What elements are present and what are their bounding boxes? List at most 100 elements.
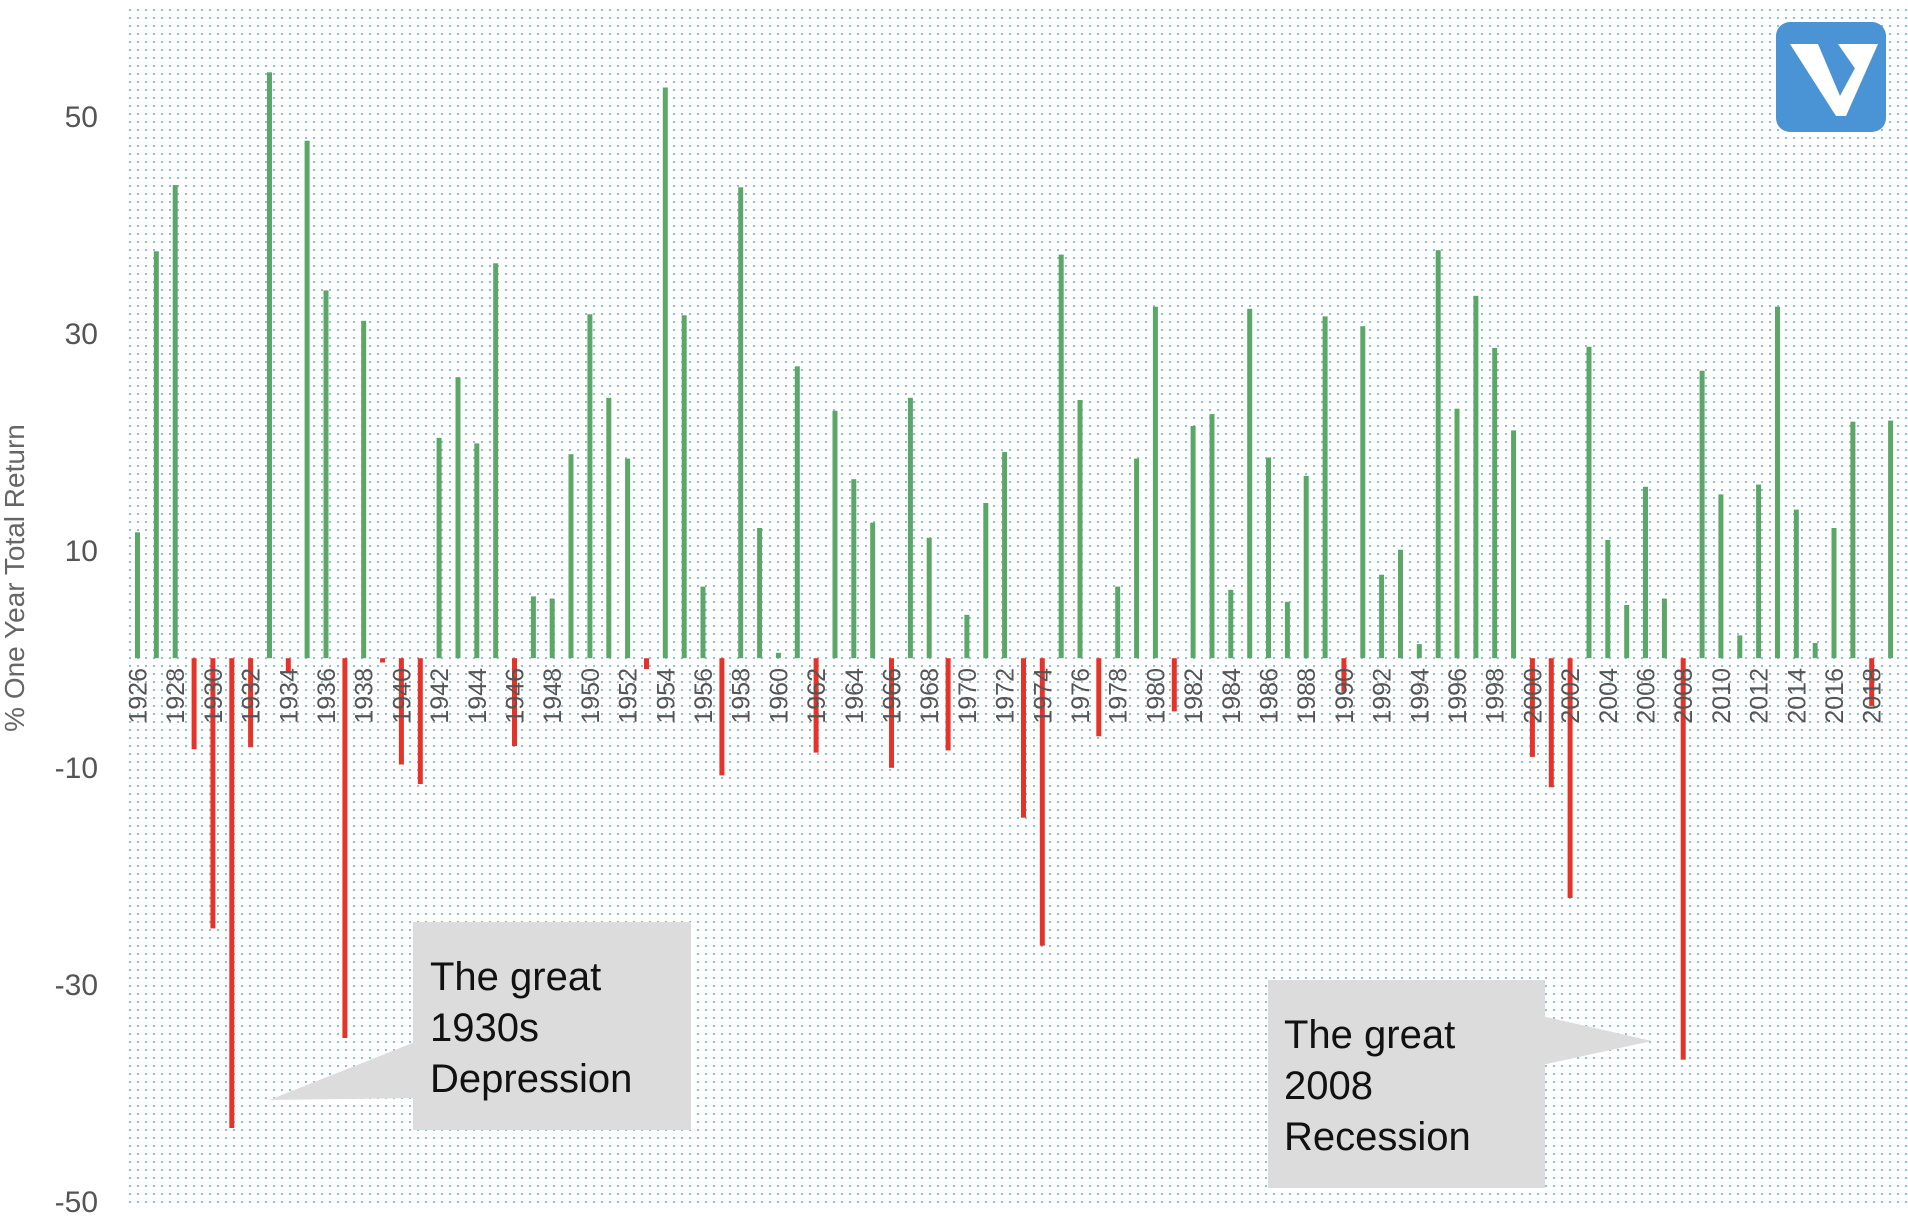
bar-1937 xyxy=(342,658,348,1038)
x-tick-label: 1956 xyxy=(690,668,718,724)
bar-1947 xyxy=(530,596,536,659)
x-tick-label: 1986 xyxy=(1256,668,1284,724)
x-tick-label: 1944 xyxy=(464,668,492,724)
bar-2002 xyxy=(1567,658,1573,898)
x-tick-label: 1978 xyxy=(1105,668,1133,724)
bar-2012 xyxy=(1756,484,1762,659)
bar-1963 xyxy=(832,410,838,659)
bar-1968 xyxy=(926,537,932,659)
bar-1966 xyxy=(889,658,894,768)
bar-2000 xyxy=(1529,658,1535,757)
bar-1969 xyxy=(945,658,951,751)
bar-1951 xyxy=(606,397,612,659)
bar-1988 xyxy=(1303,475,1309,659)
x-tick-label: 2010 xyxy=(1708,668,1736,724)
bar-2006 xyxy=(1643,486,1648,659)
bar-1990 xyxy=(1341,658,1347,692)
bar-2013 xyxy=(1775,306,1780,659)
bar-1942 xyxy=(436,437,442,659)
bar-1929 xyxy=(191,658,197,750)
bar-1932 xyxy=(248,658,254,748)
bar-2001 xyxy=(1548,658,1554,788)
bar-1972 xyxy=(1002,452,1008,659)
y-axis-ticks: 50 30 10 -10 -30 -50 xyxy=(55,101,98,1219)
x-tick-label: 1928 xyxy=(162,668,190,724)
bar-1992 xyxy=(1379,574,1385,659)
bar-2018 xyxy=(1869,658,1875,706)
bar-1999 xyxy=(1511,430,1517,659)
annotation-box xyxy=(413,922,691,1130)
bar-1981 xyxy=(1171,658,1177,712)
bar-2016 xyxy=(1831,528,1837,659)
bar-2014 xyxy=(1793,509,1799,659)
bar-1936 xyxy=(323,290,329,659)
bar-1974 xyxy=(1039,658,1045,946)
bar-1993 xyxy=(1398,549,1403,659)
bar-1995 xyxy=(1435,250,1441,659)
bar-2009 xyxy=(1699,370,1705,659)
x-tick-label: 1964 xyxy=(841,668,869,724)
annotation-text-line: The great xyxy=(430,955,601,999)
bar-2019 xyxy=(1888,420,1894,659)
bar-1973 xyxy=(1021,658,1026,818)
bars-group xyxy=(135,72,1894,1128)
annotation-pointer xyxy=(1542,1016,1652,1065)
x-tick-label: 1996 xyxy=(1444,668,1472,724)
bar-1983 xyxy=(1209,414,1215,659)
x-axis-tick-labels: 1926 1928 1930 1932 1934 1936 1938 1940 1942 1944… xyxy=(125,668,1887,724)
x-tick-label: 2012 xyxy=(1746,668,1774,724)
x-tick-label: 1994 xyxy=(1406,668,1434,724)
x-tick-label: 1972 xyxy=(992,668,1020,724)
annotation-1930s-depression: The great 1930s Depression xyxy=(269,922,691,1130)
x-tick-label: 2006 xyxy=(1633,668,1661,724)
bar-1957 xyxy=(719,658,725,776)
bar-1994 xyxy=(1416,644,1422,659)
bar-1970 xyxy=(964,614,970,659)
annotation-box xyxy=(1268,980,1545,1188)
bar-1978 xyxy=(1115,586,1121,659)
bar-1996 xyxy=(1454,408,1460,659)
bar-1946 xyxy=(512,658,517,747)
bar-1976 xyxy=(1077,400,1083,659)
x-tick-label: 2004 xyxy=(1595,668,1623,724)
bar-2005 xyxy=(1624,605,1630,659)
bar-1980 xyxy=(1152,306,1158,659)
bar-1934 xyxy=(285,658,291,674)
bar-1982 xyxy=(1190,426,1196,659)
annotation-text-line: Recession xyxy=(1284,1115,1471,1159)
bar-1991 xyxy=(1360,326,1366,659)
bar-1941 xyxy=(417,658,423,785)
bar-2007 xyxy=(1661,598,1667,659)
bar-1928 xyxy=(172,185,178,659)
bar-1950 xyxy=(587,314,593,659)
x-tick-label: 1932 xyxy=(238,668,266,724)
bar-2015 xyxy=(1812,643,1818,659)
bar-1952 xyxy=(625,458,631,659)
x-tick-label: 2018 xyxy=(1859,668,1887,724)
y-tick-label: -10 xyxy=(55,752,98,785)
bar-1955 xyxy=(681,315,687,659)
bar-1931 xyxy=(229,658,235,1128)
bar-2003 xyxy=(1586,346,1592,659)
bar-1985 xyxy=(1247,308,1253,659)
annotation-text-line: The great xyxy=(1284,1013,1455,1057)
bar-1926 xyxy=(135,532,140,659)
bar-1930 xyxy=(210,658,216,929)
bar-1940 xyxy=(398,658,404,765)
x-tick-label: 1990 xyxy=(1331,668,1359,724)
x-tick-label: 2002 xyxy=(1557,668,1585,724)
plot-background xyxy=(128,8,1908,1208)
x-tick-label: 2016 xyxy=(1821,668,1849,724)
bar-1979 xyxy=(1134,458,1140,659)
bar-1960 xyxy=(775,652,781,659)
x-tick-label: 1930 xyxy=(200,668,228,724)
bar-1935 xyxy=(304,140,310,659)
bar-1938 xyxy=(361,320,367,659)
bar-1959 xyxy=(757,528,763,659)
bar-2017 xyxy=(1850,421,1856,659)
bar-2011 xyxy=(1737,635,1743,659)
x-tick-label: 1988 xyxy=(1293,668,1321,724)
x-tick-label: 1952 xyxy=(615,668,643,724)
bar-1945 xyxy=(493,263,499,659)
bar-2004 xyxy=(1605,539,1611,659)
